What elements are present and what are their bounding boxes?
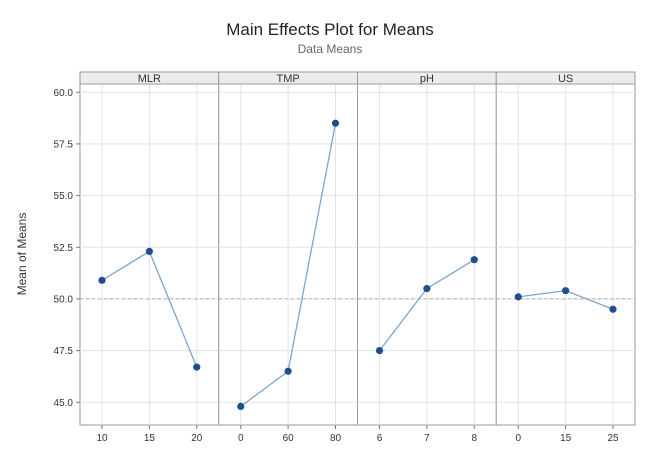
x-tick-label: 25 xyxy=(607,433,619,444)
x-tick-label: 6 xyxy=(377,433,383,444)
y-tick-label: 60.0 xyxy=(54,88,74,99)
y-tick-label: 50.0 xyxy=(54,294,74,305)
y-tick-label: 47.5 xyxy=(54,346,74,357)
x-tick-label: 20 xyxy=(191,433,203,444)
x-tick-label: 10 xyxy=(96,433,108,444)
x-tick-label: 15 xyxy=(560,433,572,444)
data-point-ph-8 xyxy=(470,256,478,264)
data-point-mlr-20 xyxy=(193,363,201,371)
data-point-tmp-60 xyxy=(284,367,292,375)
data-point-us-0 xyxy=(514,293,522,301)
x-tick-label: 8 xyxy=(471,433,477,444)
x-tick-label: 60 xyxy=(283,433,295,444)
data-point-ph-7 xyxy=(423,285,431,293)
x-tick-label: 0 xyxy=(515,433,521,444)
x-tick-label: 7 xyxy=(424,433,430,444)
panel-label-mlr: MLR xyxy=(138,73,161,85)
y-tick-label: 52.5 xyxy=(54,243,74,254)
panel-header xyxy=(495,71,636,85)
y-tick-label: 57.5 xyxy=(54,139,74,150)
y-tick-label: 45.0 xyxy=(54,398,74,409)
data-point-tmp-0 xyxy=(237,402,245,410)
panel-label-tmp: TMP xyxy=(277,73,300,85)
data-point-mlr-15 xyxy=(145,247,153,255)
y-tick-label: 55.0 xyxy=(54,191,74,202)
panel-label-us: US xyxy=(558,73,573,85)
data-point-tmp-80 xyxy=(331,119,340,127)
data-point-ph-6 xyxy=(375,347,384,355)
panel-label-ph: pH xyxy=(420,73,434,85)
data-point-mlr-10 xyxy=(98,276,106,284)
data-point-us-15 xyxy=(562,287,570,295)
chart-subtitle: Data Means xyxy=(297,42,363,56)
data-point-us-25 xyxy=(609,305,617,313)
x-tick-label: 0 xyxy=(238,433,244,444)
x-tick-label: 80 xyxy=(330,433,342,444)
chart-title: Main Effects Plot for Means xyxy=(226,20,434,39)
x-tick-label: 15 xyxy=(144,433,156,444)
